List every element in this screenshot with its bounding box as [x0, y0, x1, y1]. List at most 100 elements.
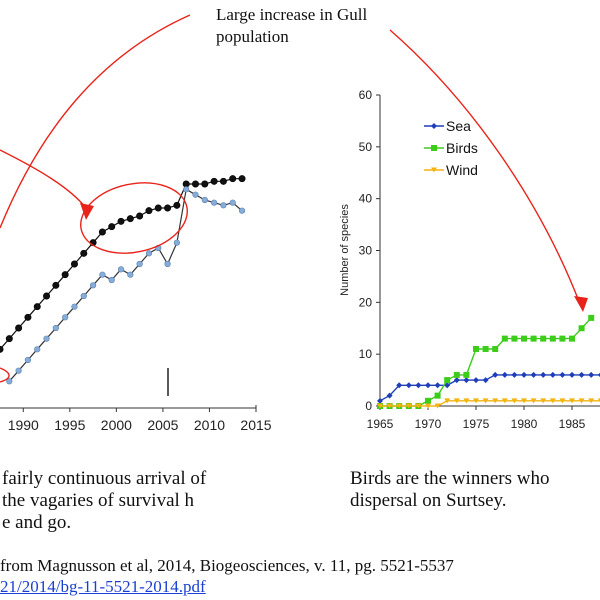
left-blue-point: [183, 186, 190, 193]
point-wind: [473, 398, 479, 404]
point-sea: [569, 371, 575, 378]
annotation-arrow-right: [389, 29, 581, 305]
left-x-tick-label: 1995: [54, 417, 85, 433]
caption-line: dispersal on Surtsey.: [350, 490, 507, 511]
left-black-point: [61, 271, 69, 279]
right-y-tick-label: 10: [359, 347, 373, 361]
left-black-point: [210, 177, 218, 185]
left-blue-point: [136, 260, 143, 268]
point-sea: [434, 382, 441, 389]
left-blue-point: [43, 335, 50, 342]
point-birds: [521, 335, 527, 342]
left-blue-point: [52, 324, 59, 332]
left-blue-point: [211, 199, 218, 206]
left-blue-point: [6, 378, 13, 385]
left-black-point: [219, 177, 227, 185]
annotation-partial-loop: [0, 367, 10, 383]
point-birds: [540, 335, 547, 342]
point-sea: [549, 371, 556, 378]
point-wind: [453, 398, 460, 404]
annotation-arrow-middle: [0, 149, 87, 209]
citation-text: from Magnusson et al, 2014, Biogeoscienc…: [0, 556, 454, 575]
point-sea: [453, 377, 460, 384]
point-sea: [588, 371, 595, 378]
point-sea: [530, 371, 537, 378]
left-blue-point: [15, 367, 22, 374]
point-wind: [530, 398, 537, 404]
left-series-line: [8, 188, 243, 382]
point-wind: [559, 398, 566, 404]
left-blue-point: [173, 239, 180, 246]
point-sea: [463, 377, 470, 384]
point-birds: [453, 371, 460, 378]
right-x-tick-label: 1975: [463, 417, 490, 431]
left-black-point: [108, 223, 116, 231]
point-sea: [501, 371, 508, 378]
left-black-point: [201, 180, 209, 188]
point-wind: [415, 403, 422, 409]
point-wind: [482, 398, 489, 404]
left-blue-point: [24, 356, 32, 364]
legend-marker-birds: [431, 145, 437, 151]
left-black-point: [117, 217, 125, 225]
left-blue-point: [62, 314, 69, 321]
right-y-tick-label: 50: [359, 140, 373, 154]
left-blue-point: [127, 271, 134, 278]
point-sea: [521, 371, 527, 378]
point-wind: [597, 398, 600, 402]
left-blue-point: [229, 199, 236, 206]
point-sea: [473, 377, 479, 384]
right-x-tick-label: 1965: [367, 417, 394, 431]
legend-label-birds: Birds: [446, 140, 478, 156]
left-black-point: [24, 313, 32, 321]
point-sea: [540, 371, 547, 378]
left-black-point: [191, 180, 199, 188]
right-x-tick-label: 1980: [511, 417, 538, 431]
point-sea: [597, 372, 600, 378]
point-wind: [588, 398, 595, 404]
annotation-arrowhead-right: [574, 296, 588, 312]
point-sea: [377, 397, 383, 404]
point-wind: [405, 403, 412, 409]
caption-line: e and go.: [2, 512, 72, 533]
point-sea: [511, 371, 518, 378]
annotation-line: population: [216, 27, 289, 46]
point-wind: [463, 398, 470, 404]
left-black-point: [70, 260, 78, 268]
source-link[interactable]: 21/2014/bg-11-5521-2014.pdf: [0, 577, 206, 596]
point-sea: [492, 371, 499, 378]
left-black-point: [229, 175, 237, 183]
left-black-point: [5, 335, 13, 343]
left-x-tick-label: 2000: [101, 417, 132, 433]
left-black-point: [52, 281, 60, 289]
legend-marker-sea: [431, 123, 437, 129]
point-sea: [482, 377, 489, 384]
point-wind: [377, 403, 383, 409]
point-wind: [511, 398, 518, 404]
point-wind: [444, 398, 451, 404]
caption-right: Birds are the winners who dispersal on S…: [350, 468, 549, 512]
point-wind: [434, 403, 441, 409]
left-black-point: [145, 207, 153, 215]
left-black-point: [126, 215, 134, 223]
right-y-tick-label: 30: [359, 244, 373, 258]
left-blue-point: [108, 276, 115, 284]
left-black-point: [136, 212, 144, 220]
right-y-tick-label: 0: [365, 399, 372, 413]
annotation-ellipse: [80, 182, 188, 254]
point-wind: [540, 398, 547, 404]
source-citation: from Magnusson et al, 2014, Biogeoscienc…: [0, 555, 454, 597]
right-y-axis-label: Number of species: [339, 204, 351, 296]
left-series-line: [0, 178, 242, 350]
legend-label-sea: Sea: [446, 118, 471, 134]
point-birds: [569, 335, 575, 342]
legend-label-wind: Wind: [446, 162, 478, 178]
point-wind: [501, 398, 508, 404]
right-x-tick-label: 1970: [415, 417, 442, 431]
left-black-point: [0, 345, 4, 353]
series-line-birds: [380, 317, 592, 407]
annotation-arrow-left: [0, 14, 191, 229]
caption-line: fairly continuous arrival of: [2, 468, 207, 489]
point-wind: [425, 403, 431, 409]
left-black-point: [33, 303, 41, 311]
